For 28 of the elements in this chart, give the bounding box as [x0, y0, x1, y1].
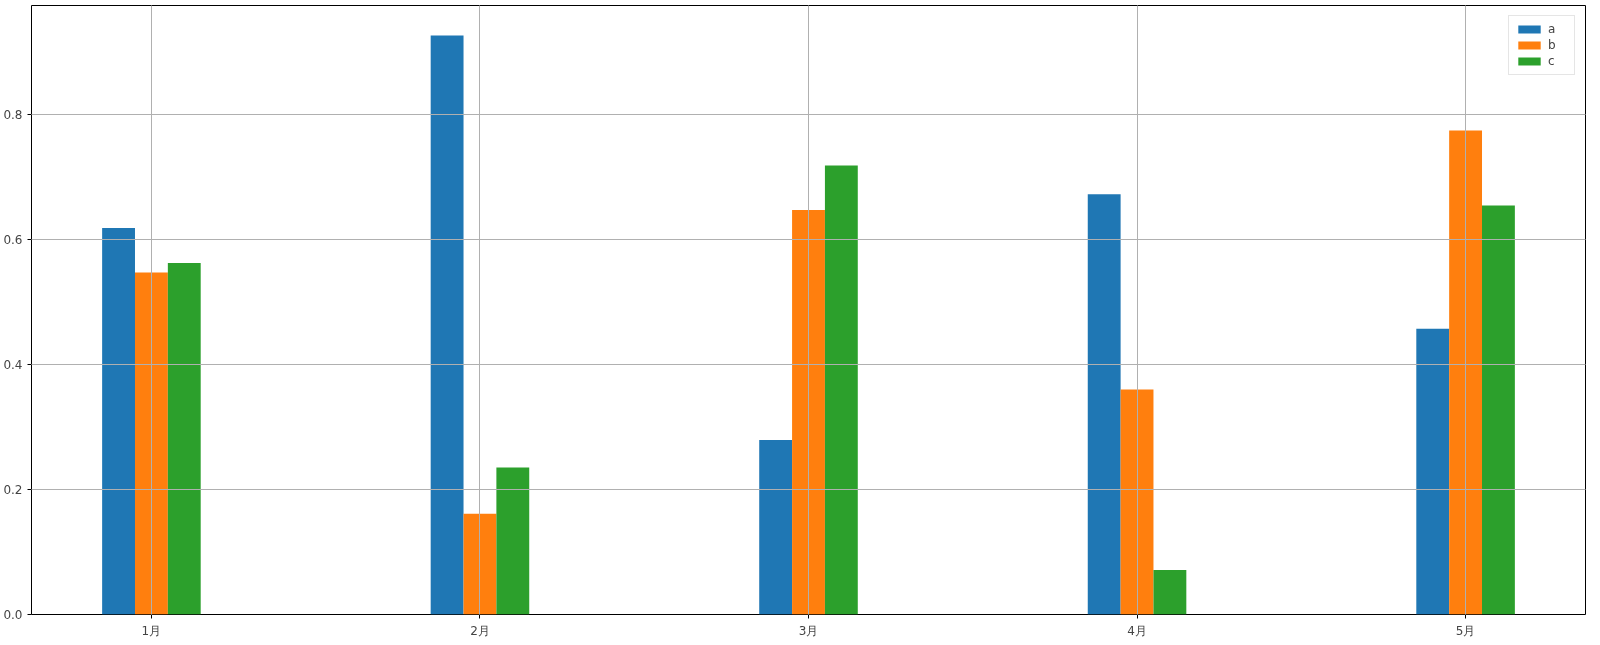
- legend-label: a: [1548, 22, 1557, 36]
- bar: [167, 263, 201, 615]
- bar: [1416, 328, 1450, 615]
- bar: [134, 272, 168, 615]
- x-tick-label: 2月: [470, 623, 490, 638]
- legend-label: b: [1548, 38, 1557, 52]
- bar: [496, 467, 530, 615]
- bar: [102, 228, 135, 615]
- x-tick-label: 4月: [1127, 623, 1147, 638]
- bar: [463, 513, 497, 615]
- bar: [1153, 570, 1187, 615]
- bar: [1120, 389, 1154, 615]
- x-tick-label: 3月: [798, 623, 819, 638]
- y-tick-label: 0.4: [3, 357, 23, 372]
- bar: [430, 35, 464, 615]
- bar: [1449, 130, 1483, 615]
- bar: [759, 440, 793, 615]
- y-tick-label: 0.8: [3, 107, 23, 122]
- y-tick-label: 0.6: [3, 232, 23, 247]
- y-tick-label: 0.0: [3, 608, 23, 622]
- legend-label: c: [1548, 54, 1556, 68]
- y-tick-label: 0.2: [3, 482, 23, 497]
- bar: [792, 209, 825, 615]
- bar: [1087, 194, 1121, 615]
- x-tick-label: 1月: [141, 623, 162, 638]
- x-tick-label: 5月: [1455, 623, 1476, 638]
- bar: [824, 165, 858, 615]
- bar: [1482, 205, 1515, 615]
